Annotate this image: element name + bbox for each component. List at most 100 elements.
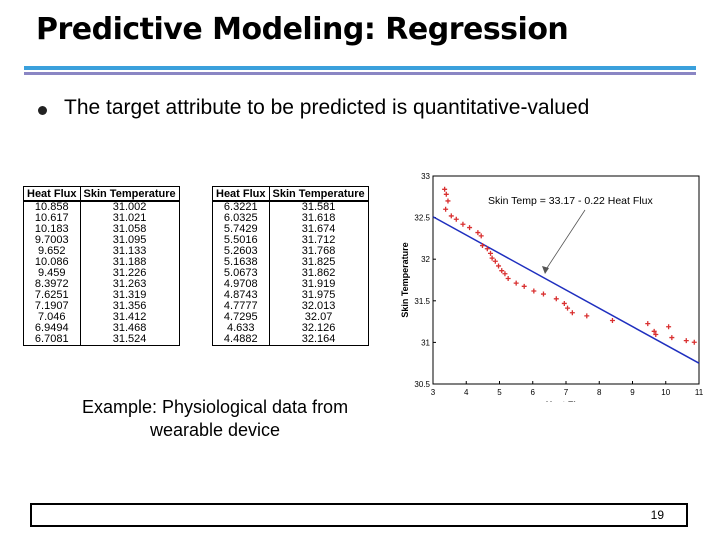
table-row: 4.9708 31.919: [212, 279, 369, 290]
data-point: [609, 318, 615, 324]
data-point: [561, 300, 567, 306]
data-point: [505, 276, 511, 282]
y-axis-label: Skin Temperature: [400, 242, 410, 317]
x-tick-label: 4: [464, 388, 469, 397]
table-row: 5.0673 31.862: [212, 268, 369, 279]
data-point: [540, 291, 546, 297]
table-row: 9.652 31.133: [23, 246, 180, 257]
skin-temperature-cell: 31.712: [268, 235, 369, 246]
x-tick-label: 9: [630, 388, 635, 397]
data-point: [513, 280, 519, 286]
x-tick-label: 8: [597, 388, 602, 397]
data-point: [691, 339, 697, 345]
title-rule-blue: [24, 66, 696, 70]
data-point: [443, 206, 449, 212]
table-row: 6.0325 31.618: [212, 213, 369, 224]
data-point: [448, 213, 454, 219]
data-point: [553, 296, 559, 302]
table-row: 7.046 31.412: [23, 312, 180, 323]
table-row: 10.183 31.058: [23, 224, 180, 235]
table1-header-skin-temperature: Skin Temperature: [79, 186, 180, 202]
skin-temperature-cell: 32.013: [268, 301, 369, 312]
skin-temperature-cell: 31.263: [79, 279, 180, 290]
skin-temperature-cell: 31.975: [268, 290, 369, 301]
data-point: [502, 271, 508, 277]
data-point: [484, 246, 490, 252]
data-point: [669, 335, 675, 341]
table2-header-heat-flux: Heat Flux: [212, 186, 270, 202]
skin-temperature-cell: 31.618: [268, 213, 369, 224]
skin-temperature-cell: 31.226: [79, 268, 180, 279]
data-point: [653, 331, 659, 337]
table-row: 4.8743 31.975: [212, 290, 369, 301]
skin-temperature-cell: 31.319: [79, 290, 180, 301]
plot-frame: [432, 175, 700, 385]
skin-temperature-cell: 31.919: [268, 279, 369, 290]
skin-temperature-cell: 31.524: [79, 334, 180, 346]
table-row: 4.7295 32.07: [212, 312, 369, 323]
y-tick-label: 32: [421, 255, 430, 264]
footer-box: 19: [30, 503, 688, 527]
caption: Example: Physiological data from wearabl…: [81, 397, 349, 440]
skin-temperature-cell: 31.356: [79, 301, 180, 312]
table-row: 4.4882 32.164: [212, 334, 369, 346]
skin-temperature-cell: 31.058: [79, 224, 180, 235]
skin-temperature-cell: 31.768: [268, 246, 369, 257]
y-tick-label: 31: [421, 338, 430, 347]
table-row: 5.1638 31.825: [212, 257, 369, 268]
data-point: [683, 338, 689, 344]
y-tick-label: 33: [421, 172, 430, 181]
table-row: 6.9494 31.468: [23, 323, 180, 334]
regression-scatter-chart: 3 4 5 6 7 8 9 10 11 30.5 31 31.5 32 32.5 33 Heat Flux Sk…: [400, 172, 704, 402]
data-table-1: Heat Flux Skin Temperature 10.858 31.002 1…: [23, 186, 180, 346]
annotation-arrow-head: [542, 266, 549, 274]
annotation-arrow-line: [544, 209, 586, 272]
table-row: 7.6251 31.319: [23, 290, 180, 301]
data-point: [496, 263, 502, 269]
skin-temperature-cell: 31.133: [79, 246, 180, 257]
table-row: 10.617 31.021: [23, 213, 180, 224]
data-point: [666, 324, 672, 330]
skin-temperature-cell: 31.412: [79, 312, 180, 323]
table-row: 9.7003 31.095: [23, 235, 180, 246]
table-row: 6.3221 31.581: [212, 201, 369, 213]
x-tick-label: 5: [497, 388, 502, 397]
bullet-text: The target attribute to be predicted is …: [64, 96, 590, 119]
data-point: [531, 288, 537, 294]
data-point: [521, 283, 527, 289]
regression-equation-annotation: Skin Temp = 33.17 - 0.22 Heat Flux: [488, 195, 653, 207]
x-tick-label: 10: [661, 388, 670, 397]
bullet-dot-icon: [38, 106, 47, 115]
table-row: 6.7081 31.524: [23, 334, 180, 346]
data-point: [569, 310, 575, 316]
table-row: 7.1907 31.356: [23, 301, 180, 312]
table-row: 10.086 31.188: [23, 257, 180, 268]
heat-flux-cell: 4.4882: [212, 334, 270, 346]
x-axis-label: Heat Flux: [546, 400, 587, 402]
heat-flux-cell: 6.7081: [23, 334, 81, 346]
skin-temperature-cell: 32.164: [268, 334, 369, 346]
x-tick-label: 11: [695, 388, 704, 397]
table-row: 4.7777 32.013: [212, 301, 369, 312]
table-row: 5.7429 31.674: [212, 224, 369, 235]
data-point: [453, 216, 459, 222]
skin-temperature-cell: 31.581: [268, 201, 369, 213]
skin-temperature-cell: 32.07: [268, 312, 369, 323]
slide-title: Predictive Modeling: Regression: [36, 12, 569, 47]
skin-temperature-cell: 31.002: [79, 201, 180, 213]
data-point: [478, 233, 484, 239]
skin-temperature-cell: 31.862: [268, 268, 369, 279]
table1-header-heat-flux: Heat Flux: [23, 186, 81, 202]
data-point: [460, 221, 466, 227]
table-row: 8.3972 31.263: [23, 279, 180, 290]
table-row: 4.633 32.126: [212, 323, 369, 334]
data-table-2: Heat Flux Skin Temperature 6.3221 31.581 6…: [212, 186, 369, 346]
skin-temperature-cell: 31.095: [79, 235, 180, 246]
skin-temperature-cell: 31.188: [79, 257, 180, 268]
data-point: [489, 255, 495, 261]
data-point: [479, 243, 485, 249]
data-point: [492, 258, 498, 264]
y-tick-label: 30.5: [414, 380, 430, 389]
data-point: [651, 328, 657, 334]
regression-fit-line: [432, 216, 700, 364]
